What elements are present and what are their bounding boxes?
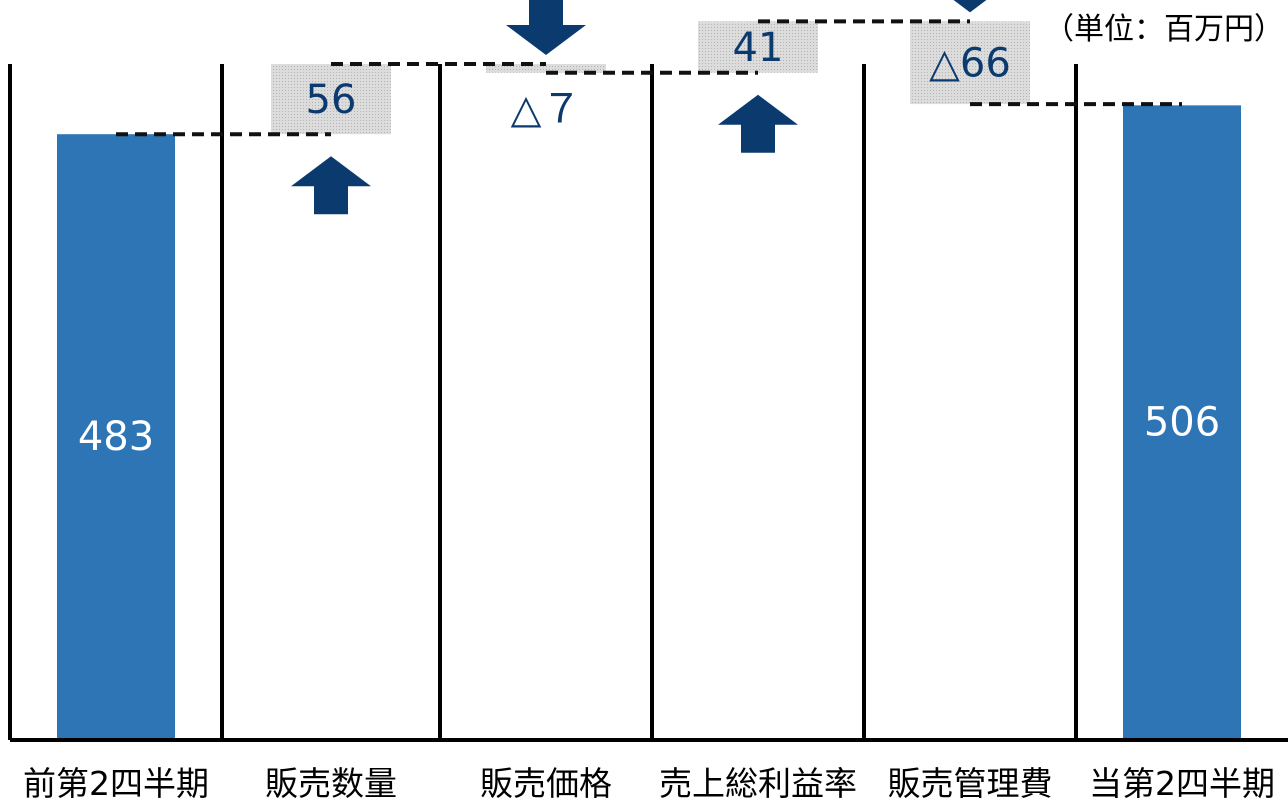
data-label: △66 xyxy=(929,41,1011,87)
data-label: 41 xyxy=(733,25,784,71)
direction-arrows xyxy=(291,0,987,215)
data-label: 483 xyxy=(78,414,154,460)
down-arrow-icon xyxy=(953,0,987,13)
data-label: 56 xyxy=(306,77,357,123)
bar-delta xyxy=(271,63,391,135)
up-arrow-icon xyxy=(291,156,371,215)
category-label: 販売価格 xyxy=(480,764,612,803)
bar-total xyxy=(1123,105,1241,740)
category-label: 前第2四半期 xyxy=(23,764,209,803)
column-dividers xyxy=(8,64,1078,740)
connector-lines xyxy=(116,19,1182,137)
data-label: △７ xyxy=(511,87,582,133)
category-label: 販売管理費 xyxy=(888,764,1053,803)
bar-delta xyxy=(910,21,1030,105)
category-labels: 前第2四半期 販売数量 販売価格 売上総利益率 販売管理費 当第2四半期 xyxy=(23,764,1275,803)
bars xyxy=(57,21,1241,741)
bar-delta xyxy=(486,63,606,73)
category-label: 当第2四半期 xyxy=(1089,764,1275,803)
category-label: 販売数量 xyxy=(265,764,397,803)
up-arrow-icon xyxy=(718,94,798,153)
data-label: 506 xyxy=(1144,400,1220,446)
bar-delta xyxy=(698,21,818,73)
category-label: 売上総利益率 xyxy=(659,764,857,803)
unit-label: （単位：百万円） xyxy=(1044,12,1284,47)
down-arrow-icon xyxy=(506,0,586,55)
bar-total xyxy=(57,134,175,741)
data-labels: 483 56 △７ 41 △66 506 xyxy=(78,25,1220,460)
